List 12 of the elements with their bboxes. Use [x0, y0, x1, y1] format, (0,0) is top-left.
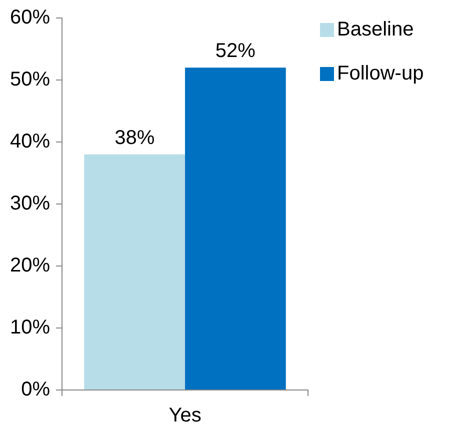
y-tick-label: 30% — [10, 192, 50, 215]
y-tick-label: 40% — [10, 130, 50, 153]
y-tick-label: 50% — [10, 68, 50, 91]
legend-label: Baseline — [337, 18, 414, 41]
y-tick-label: 60% — [10, 6, 50, 29]
y-tick-label: 0% — [21, 378, 50, 401]
y-tick-label: 10% — [10, 316, 50, 339]
legend-label: Follow-up — [337, 62, 424, 85]
y-tick-label: 20% — [10, 254, 50, 277]
data-label: 52% — [215, 40, 256, 62]
x-tick-label: Yes — [168, 404, 202, 427]
data-label: 38% — [114, 126, 155, 149]
